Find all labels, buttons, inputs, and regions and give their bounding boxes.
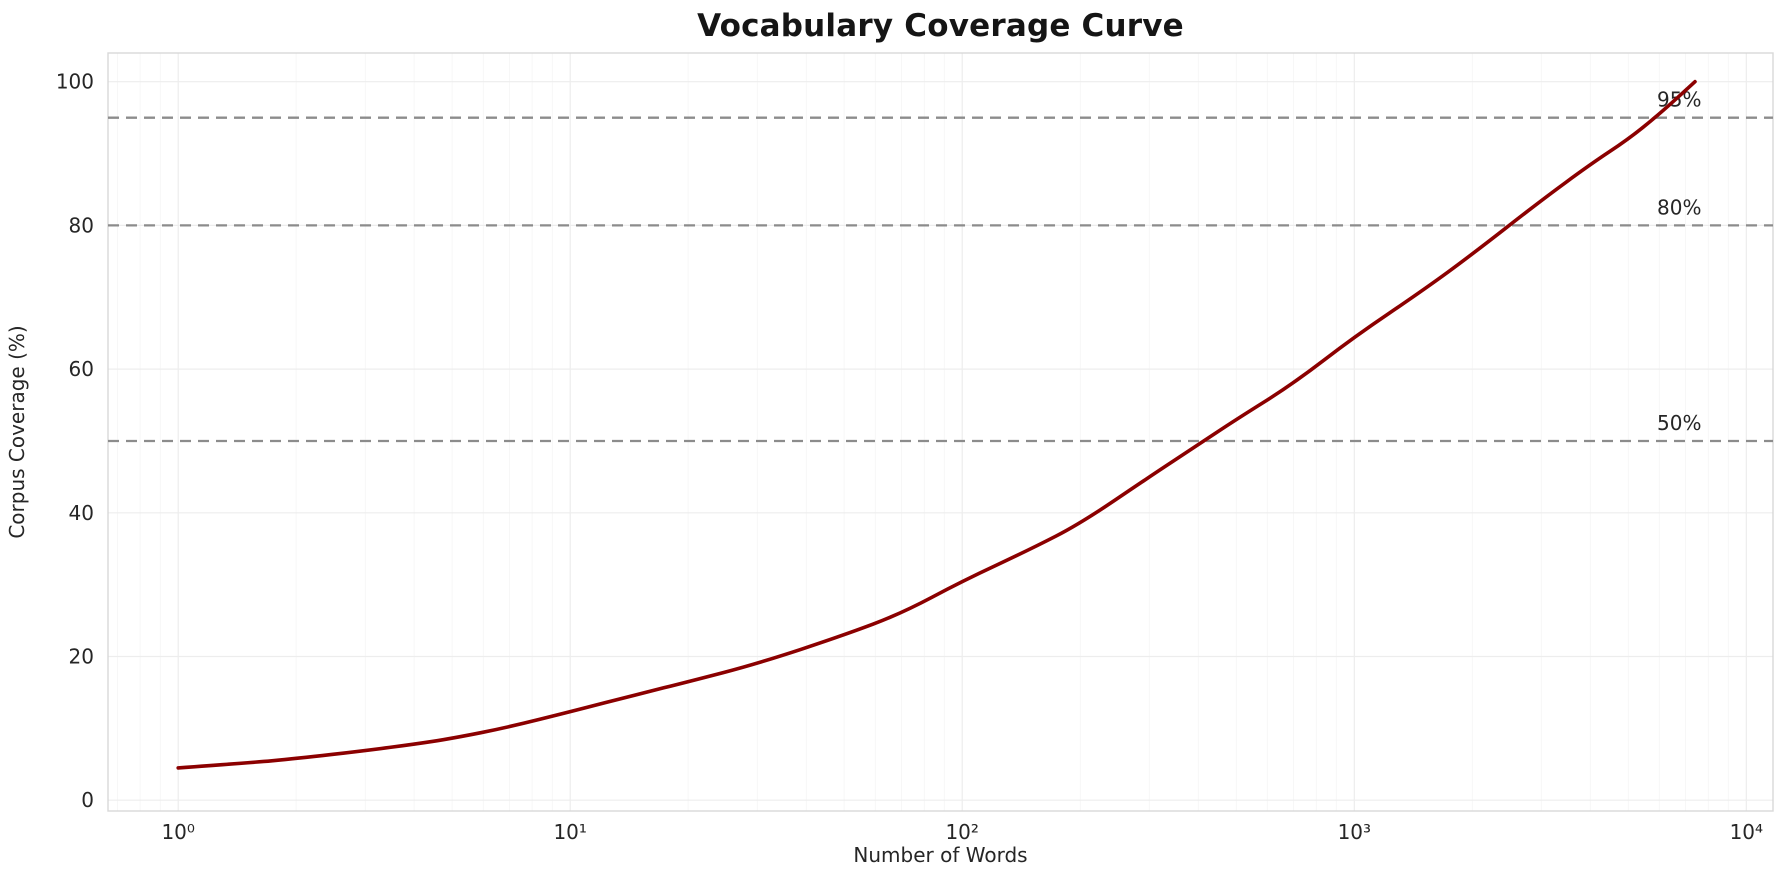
plot-background — [108, 53, 1773, 811]
y-tick-label: 80 — [69, 213, 94, 237]
x-tick-label: 10⁴ — [1730, 820, 1763, 844]
y-tick-label: 20 — [69, 645, 94, 669]
reference-line-label: 80% — [1657, 195, 1701, 219]
y-tick-label: 100 — [56, 70, 94, 94]
y-tick-label: 0 — [81, 788, 94, 812]
y-tick-label: 40 — [69, 501, 94, 525]
y-axis-label: Corpus Coverage (%) — [5, 325, 29, 538]
coverage-curve — [176, 79, 1697, 770]
x-tick-label: 10⁰ — [161, 820, 194, 844]
reference-line-label: 50% — [1657, 411, 1701, 435]
x-tick-label: 10³ — [1338, 820, 1371, 844]
x-tick-label: 10² — [945, 820, 978, 844]
x-axis-label: Number of Words — [853, 843, 1027, 867]
chart-title: Vocabulary Coverage Curve — [697, 8, 1184, 44]
plot-border — [107, 52, 1774, 812]
y-tick-label: 60 — [69, 357, 94, 381]
x-tick-label: 10¹ — [553, 820, 586, 844]
